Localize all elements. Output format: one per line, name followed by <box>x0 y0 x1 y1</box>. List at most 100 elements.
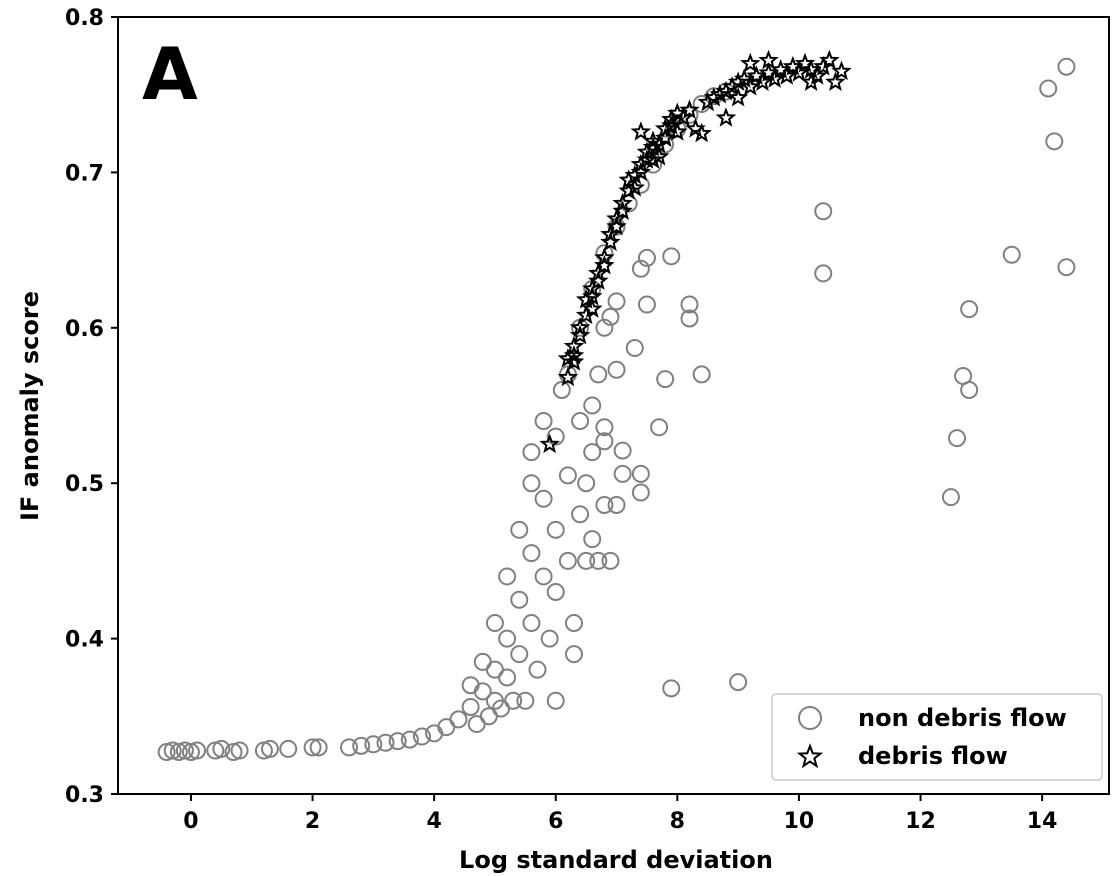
debris-point <box>612 200 633 220</box>
x-tick-label: 10 <box>784 809 815 834</box>
x-tick-label: 2 <box>305 809 320 834</box>
non-debris-point <box>510 520 529 539</box>
x-tick-label: 14 <box>1027 809 1058 834</box>
debris-point <box>752 71 773 92</box>
non-debris-point <box>473 652 492 671</box>
x-axis-label: Log standard deviation <box>459 846 773 874</box>
non-debris-point <box>449 710 468 729</box>
non-debris-point <box>631 464 650 483</box>
debris-point <box>727 86 749 107</box>
non-debris-point <box>564 645 583 664</box>
debris-point <box>685 118 706 138</box>
non-debris-point <box>279 739 298 758</box>
debris-point <box>624 177 646 197</box>
non-debris-point <box>364 735 383 754</box>
plot-frame <box>117 16 1110 795</box>
non-debris-point <box>607 495 626 514</box>
non-debris-point <box>510 590 529 609</box>
debris-point <box>733 68 755 88</box>
debris-point <box>740 76 761 96</box>
non-debris-point <box>662 247 681 266</box>
non-debris-point <box>352 736 371 755</box>
non-debris-point <box>583 443 602 462</box>
non-debris-point <box>388 732 407 751</box>
non-debris-point <box>230 741 249 760</box>
x-tick-label: 8 <box>670 809 685 834</box>
panel-letter: A <box>142 32 198 116</box>
non-debris-point <box>540 629 559 648</box>
y-axis-label: IF anomaly score <box>16 291 44 521</box>
debris-point <box>569 316 591 337</box>
non-debris-point <box>601 307 620 326</box>
non-debris-point <box>558 551 577 570</box>
debris-point <box>825 71 846 92</box>
debris-point <box>606 215 627 236</box>
non-debris-point <box>595 318 614 337</box>
non-debris-point <box>577 551 596 570</box>
non-debris-point <box>485 614 504 633</box>
non-debris-point <box>589 365 608 384</box>
y-axis: 0.3 0.4 0.5 0.6 0.7 0.8 <box>65 6 118 808</box>
non-debris-point <box>522 544 541 563</box>
non-debris-point <box>650 418 669 437</box>
debris-point <box>539 433 560 454</box>
debris-point <box>679 99 700 119</box>
debris-point <box>709 83 731 104</box>
non-debris-point <box>504 691 523 710</box>
non-debris-point <box>571 412 590 431</box>
non-debris-point <box>613 464 632 483</box>
non-debris-point <box>467 715 486 734</box>
non-debris-point <box>583 396 602 415</box>
non-debris-point <box>479 707 498 726</box>
non-debris-point <box>461 697 480 716</box>
debris-point <box>563 351 585 371</box>
non-debris-point <box>631 483 650 502</box>
non-debris-point <box>729 673 748 692</box>
x-tick-label: 4 <box>426 809 441 834</box>
non-debris-point <box>558 466 577 485</box>
x-tick-label: 12 <box>905 809 936 834</box>
debris-point <box>600 223 621 244</box>
non-debris-point <box>303 738 322 757</box>
non-debris-point <box>1002 245 1021 264</box>
non-debris-point <box>595 432 614 451</box>
non-debris-point <box>1039 79 1058 98</box>
non-debris-point <box>516 691 535 710</box>
debris-point <box>667 121 688 141</box>
non-debris-point <box>528 660 547 679</box>
x-tick-label: 0 <box>183 809 198 834</box>
debris-point <box>612 192 633 213</box>
x-tick-label: 6 <box>548 809 563 834</box>
non-debris-point <box>212 739 231 758</box>
debris-point <box>673 107 694 127</box>
debris-point <box>630 121 652 141</box>
non-debris-point <box>485 660 504 679</box>
debris-point <box>581 278 603 298</box>
debris-point <box>569 324 591 345</box>
non-debris-point <box>607 292 626 311</box>
debris-point <box>588 262 609 283</box>
non-debris-point <box>461 676 480 695</box>
non-debris-point <box>656 370 675 389</box>
debris-point <box>819 49 840 70</box>
non-debris-point <box>960 380 979 399</box>
non-debris-point <box>498 668 517 687</box>
non-debris-point <box>577 474 596 493</box>
debris-point <box>776 65 798 85</box>
non-debris-point <box>571 505 590 524</box>
non-debris-point <box>814 202 833 221</box>
y-tick-label: 0.4 <box>65 628 104 653</box>
non-debris-point <box>534 567 553 586</box>
non-debris-point <box>498 629 517 648</box>
debris-point <box>758 49 779 70</box>
debris-point <box>594 254 615 275</box>
legend-label-non-debris: non debris flow <box>858 704 1067 732</box>
legend: non debris flow debris flow <box>771 693 1103 781</box>
non-debris-point <box>412 727 431 746</box>
non-debris-point <box>662 679 681 698</box>
non-debris-point <box>595 495 614 514</box>
non-debris-point <box>376 733 395 752</box>
non-debris-point <box>510 645 529 664</box>
x-axis: 0 2 4 6 8 10 12 14 <box>183 794 1057 834</box>
non-debris-point <box>613 441 632 460</box>
